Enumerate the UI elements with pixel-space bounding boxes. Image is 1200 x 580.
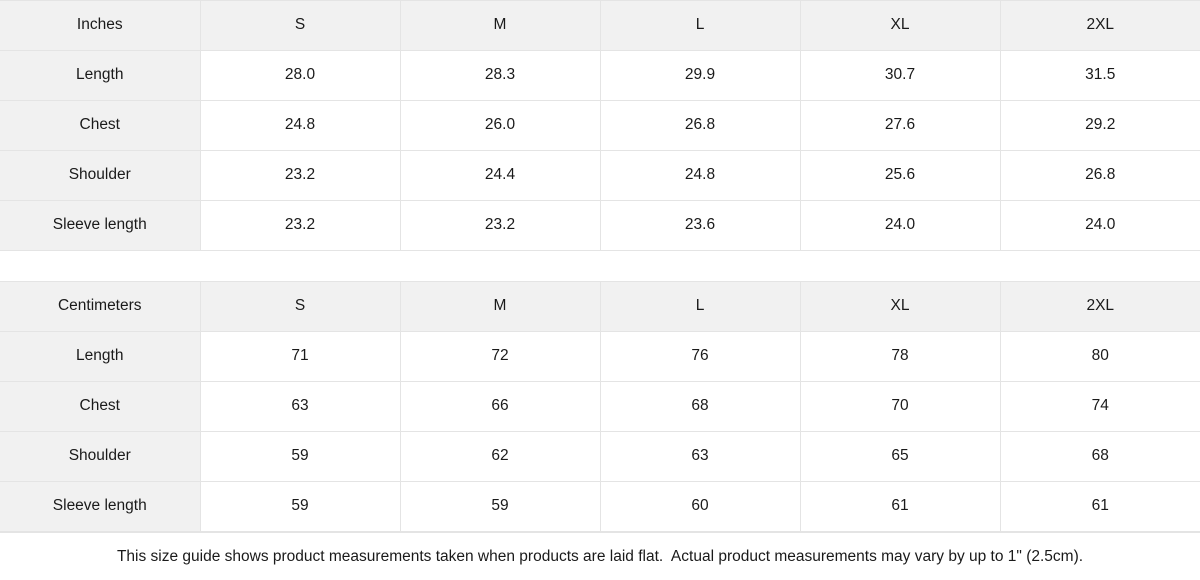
cell-sleeve-length-m: 23.2 [399, 200, 601, 251]
cell-shoulder-2xl: 26.8 [999, 150, 1200, 201]
cell-chest-s: 63 [199, 381, 401, 433]
size-guide-disclaimer: This size guide shows product measuremen… [116, 547, 1084, 565]
cell-length-m: 28.3 [399, 50, 601, 101]
size-header-m: M [399, 281, 601, 333]
cell-sleeve-length-2xl: 61 [999, 481, 1200, 533]
size-header-l: L [599, 0, 801, 51]
cell-length-2xl: 31.5 [999, 50, 1200, 101]
table-row: Length 71 72 76 78 80 [0, 331, 1200, 383]
header-row: Inches S M L XL 2XL [0, 0, 1200, 51]
cell-shoulder-l: 63 [599, 431, 801, 483]
header-row: Centimeters S M L XL 2XL [0, 281, 1200, 333]
cell-length-xl: 30.7 [799, 50, 1001, 101]
table-row: Chest 63 66 68 70 74 [0, 381, 1200, 433]
cell-shoulder-s: 23.2 [199, 150, 401, 201]
unit-header-centimeters: Centimeters [0, 281, 201, 333]
cell-chest-xl: 70 [799, 381, 1001, 433]
size-header-s: S [199, 0, 401, 51]
cell-chest-m: 26.0 [399, 100, 601, 151]
cell-shoulder-l: 24.8 [599, 150, 801, 201]
cell-shoulder-s: 59 [199, 431, 401, 483]
cell-chest-l: 68 [599, 381, 801, 433]
row-label-shoulder: Shoulder [0, 431, 201, 483]
cell-length-s: 28.0 [199, 50, 401, 101]
row-label-length: Length [0, 50, 201, 101]
table-row: Sleeve length 59 59 60 61 61 [0, 481, 1200, 533]
cell-length-xl: 78 [799, 331, 1001, 383]
table-row: Sleeve length 23.2 23.2 23.6 24.0 24.0 [0, 200, 1200, 251]
table-row: Shoulder 23.2 24.4 24.8 25.6 26.8 [0, 150, 1200, 201]
cell-sleeve-length-s: 59 [199, 481, 401, 533]
size-header-xl: XL [799, 281, 1001, 333]
cell-chest-2xl: 74 [999, 381, 1200, 433]
cell-chest-xl: 27.6 [799, 100, 1001, 151]
row-label-sleeve-length: Sleeve length [0, 481, 201, 533]
table-separator-gap [0, 251, 1200, 282]
table-row: Length 28.0 28.3 29.9 30.7 31.5 [0, 50, 1200, 101]
size-header-2xl: 2XL [999, 0, 1200, 51]
cell-length-l: 29.9 [599, 50, 801, 101]
cell-chest-l: 26.8 [599, 100, 801, 151]
row-label-length: Length [0, 331, 201, 383]
cell-shoulder-m: 24.4 [399, 150, 601, 201]
size-table-centimeters-header: Centimeters S M L XL 2XL [0, 281, 1200, 333]
cell-sleeve-length-l: 60 [599, 481, 801, 533]
size-table-inches: Inches S M L XL 2XL Length 28.0 28.3 29.… [0, 0, 1200, 251]
cell-sleeve-length-s: 23.2 [199, 200, 401, 251]
size-table-centimeters: Centimeters S M L XL 2XL Length 71 72 76… [0, 281, 1200, 533]
cell-chest-2xl: 29.2 [999, 100, 1200, 151]
row-label-chest: Chest [0, 381, 201, 433]
size-header-m: M [399, 0, 601, 51]
size-header-xl: XL [799, 0, 1001, 51]
cell-length-l: 76 [599, 331, 801, 383]
cell-sleeve-length-l: 23.6 [599, 200, 801, 251]
cell-sleeve-length-m: 59 [399, 481, 601, 533]
size-table-inches-header: Inches S M L XL 2XL [0, 0, 1200, 51]
cell-chest-m: 66 [399, 381, 601, 433]
cell-shoulder-xl: 25.6 [799, 150, 1001, 201]
row-label-shoulder: Shoulder [0, 150, 201, 201]
size-header-l: L [599, 281, 801, 333]
row-label-chest: Chest [0, 100, 201, 151]
cell-length-m: 72 [399, 331, 601, 383]
size-header-s: S [199, 281, 401, 333]
size-table-inches-body: Length 28.0 28.3 29.9 30.7 31.5 Chest 24… [0, 50, 1200, 251]
cell-length-2xl: 80 [999, 331, 1200, 383]
size-guide-footer: This size guide shows product measuremen… [0, 532, 1200, 580]
cell-length-s: 71 [199, 331, 401, 383]
cell-shoulder-m: 62 [399, 431, 601, 483]
unit-header-inches: Inches [0, 0, 201, 51]
cell-shoulder-xl: 65 [799, 431, 1001, 483]
cell-sleeve-length-xl: 61 [799, 481, 1001, 533]
table-row: Chest 24.8 26.0 26.8 27.6 29.2 [0, 100, 1200, 151]
cell-sleeve-length-xl: 24.0 [799, 200, 1001, 251]
size-header-2xl: 2XL [999, 281, 1200, 333]
cell-chest-s: 24.8 [199, 100, 401, 151]
table-row: Shoulder 59 62 63 65 68 [0, 431, 1200, 483]
row-label-sleeve-length: Sleeve length [0, 200, 201, 251]
cell-sleeve-length-2xl: 24.0 [999, 200, 1200, 251]
size-table-centimeters-body: Length 71 72 76 78 80 Chest 63 66 68 70 … [0, 331, 1200, 533]
cell-shoulder-2xl: 68 [999, 431, 1200, 483]
